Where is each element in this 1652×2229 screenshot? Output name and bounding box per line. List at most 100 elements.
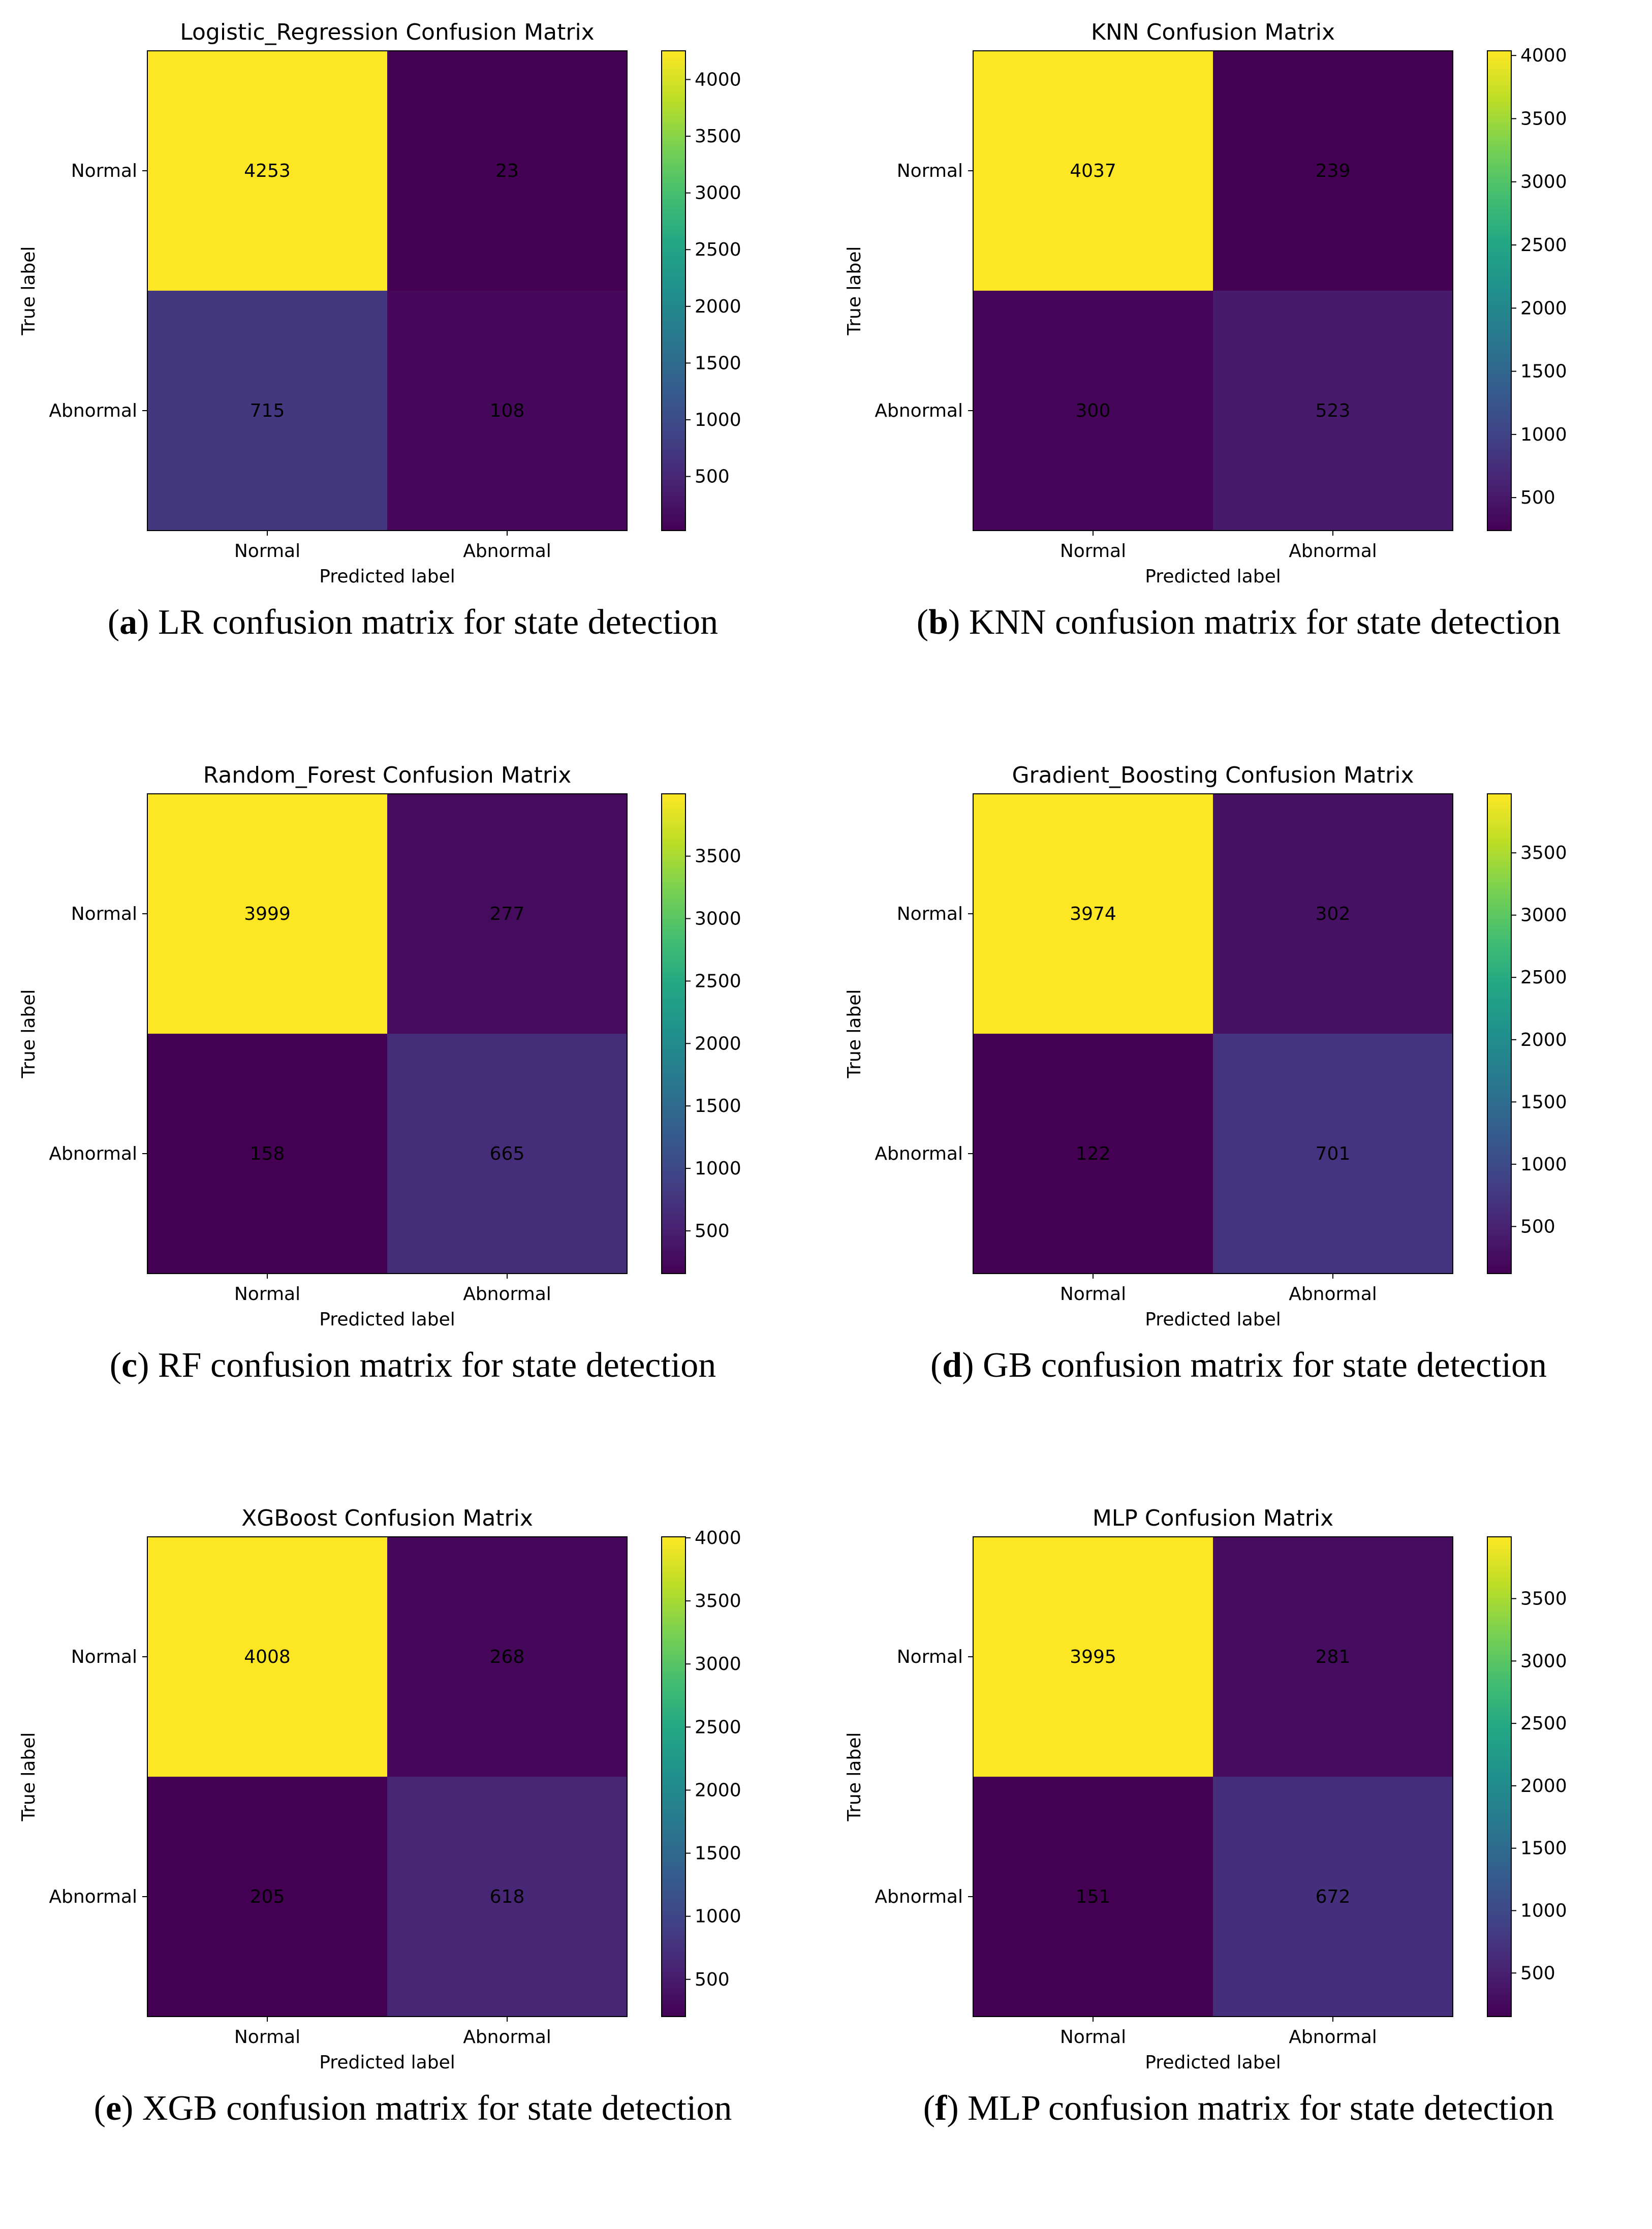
heatmap-cell	[1213, 794, 1453, 1034]
cell-value-label: 4037	[1070, 161, 1116, 181]
colorbar-frame	[661, 1536, 686, 2017]
x-axis-label: Predicted label	[1145, 566, 1281, 587]
cell-value-label: 239	[1316, 161, 1351, 181]
y-tick-label: Abnormal	[875, 400, 963, 421]
heatmap-svg: KNN Confusion Matrix 4037 239 300 523 Normal A…	[844, 19, 1567, 587]
colorbar-tick-label: 500	[1520, 487, 1555, 508]
x-tick-label: Abnormal	[463, 541, 551, 562]
heatmap-cell	[387, 1034, 627, 1274]
caption-text: XGB confusion matrix for state detection	[142, 2089, 732, 2128]
heatmap-svg: XGBoost Confusion Matrix 4008 268 205 618 Nor…	[18, 1505, 741, 2073]
cell-value-label: 205	[250, 1886, 285, 1907]
y-tick-label: Normal	[71, 1647, 137, 1667]
chart-panel-f: MLP Confusion Matrix 3995 281 151 672 Normal A…	[826, 1486, 1651, 2229]
cell-value-label: 715	[250, 400, 285, 421]
chart-title: Logistic_Regression Confusion Matrix	[180, 19, 594, 45]
y-axis-label: True label	[844, 989, 865, 1079]
heatmap-cell	[147, 794, 387, 1034]
chart-panel-b: KNN Confusion Matrix 4037 239 300 523 Normal A…	[826, 0, 1651, 743]
y-tick-label: Normal	[71, 904, 137, 924]
heatmap-cell	[973, 291, 1213, 531]
heatmap-cell	[147, 1537, 387, 1777]
colorbar-tick-label: 2000	[1520, 1030, 1567, 1050]
panel-caption: (f) MLP confusion matrix for state detec…	[923, 2089, 1554, 2128]
colorbar-tick-label: 1000	[1520, 1154, 1567, 1175]
panel-caption: (c) RF confusion matrix for state detect…	[109, 1346, 716, 1385]
colorbar-tick-label: 2000	[695, 296, 741, 317]
x-tick-label: Normal	[1060, 541, 1126, 562]
colorbar-tick-label: 1500	[1520, 1092, 1567, 1112]
colorbar-tick-label: 1000	[695, 1158, 741, 1179]
heatmap-cell	[973, 51, 1213, 291]
caption-text: LR confusion matrix for state detection	[158, 603, 719, 642]
colorbar-tick-label: 2500	[695, 971, 741, 992]
colorbar-tick-label: 2000	[1520, 1776, 1567, 1797]
caption-text: MLP confusion matrix for state detection	[968, 2089, 1554, 2128]
colorbar-tick-label: 2000	[1520, 298, 1567, 319]
colorbar-tick-label: 1500	[695, 1096, 741, 1117]
colorbar	[1487, 1537, 1511, 2017]
chart-panel-c: Random_Forest Confusion Matrix 3999 277 158…	[0, 743, 826, 1486]
heatmap-cell	[1213, 1034, 1453, 1274]
cell-value-label: 4008	[244, 1647, 291, 1667]
colorbar-tick-label: 500	[695, 1221, 730, 1242]
colorbar-frame	[1487, 793, 1512, 1274]
y-tick-label: Normal	[71, 161, 137, 181]
x-tick-label: Normal	[1060, 2027, 1126, 2048]
colorbar-tick-label: 3000	[1520, 172, 1567, 193]
heatmap-cell	[1213, 1777, 1453, 2017]
panel-caption: (e) XGB confusion matrix for state detec…	[93, 2089, 732, 2128]
cell-value-label: 4253	[244, 161, 291, 181]
heatmap-cell	[387, 794, 627, 1034]
colorbar-tick-label: 500	[1520, 1963, 1555, 1984]
colorbar-tick-label: 3500	[1520, 108, 1567, 129]
colorbar-tick-label: 3500	[1520, 1589, 1567, 1609]
colorbar-tick-label: 1000	[695, 1906, 741, 1927]
heatmap-cell	[1213, 1537, 1453, 1777]
heatmap-cell	[973, 794, 1213, 1034]
chart-panel-e: XGBoost Confusion Matrix 4008 268 205 618 Nor…	[0, 1486, 826, 2229]
x-axis-label: Predicted label	[1145, 1309, 1281, 1330]
colorbar	[1487, 51, 1511, 531]
colorbar-tick-label: 3000	[695, 909, 741, 930]
cell-value-label: 23	[495, 161, 519, 181]
colorbar-tick-label: 4000	[695, 69, 741, 90]
x-tick-label: Abnormal	[1289, 1284, 1377, 1305]
x-tick-label: Abnormal	[463, 1284, 551, 1305]
cell-value-label: 151	[1076, 1886, 1111, 1907]
heatmap-cell	[387, 51, 627, 291]
cell-value-label: 158	[250, 1143, 285, 1164]
heatmap-cell	[387, 291, 627, 531]
y-tick-label: Normal	[897, 161, 963, 181]
y-axis-label: True label	[844, 1732, 865, 1822]
chart-title: XGBoost Confusion Matrix	[241, 1505, 533, 1531]
heatmap-cell	[387, 1777, 627, 2017]
colorbar-tick-label: 2500	[695, 239, 741, 260]
colorbar-tick-label: 1000	[695, 410, 741, 430]
colorbar-tick-label: 2500	[1520, 235, 1567, 256]
chart-panel-a: Logistic_Regression Confusion Matrix 4253…	[0, 0, 826, 743]
colorbar-tick-label: 3000	[1520, 1651, 1567, 1671]
cell-value-label: 3974	[1070, 904, 1116, 924]
colorbar-frame	[1487, 50, 1512, 531]
x-tick-label: Abnormal	[1289, 541, 1377, 562]
cell-value-label: 3999	[244, 904, 291, 924]
panel-caption: (d) GB confusion matrix for state detect…	[930, 1346, 1547, 1385]
chart-title: Gradient_Boosting Confusion Matrix	[1012, 762, 1414, 788]
heatmap-cell	[973, 1034, 1213, 1274]
cell-value-label: 108	[490, 400, 525, 421]
cell-value-label: 277	[490, 904, 525, 924]
cell-value-label: 618	[490, 1886, 525, 1907]
heatmap-cell	[147, 1777, 387, 2017]
axes-frame	[147, 793, 628, 1274]
y-tick-label: Abnormal	[875, 1143, 963, 1164]
colorbar-tick-label: 1500	[1520, 361, 1567, 382]
cell-value-label: 300	[1076, 400, 1111, 421]
colorbar-tick-label: 2000	[695, 1780, 741, 1801]
heatmap-svg: Gradient_Boosting Confusion Matrix 3974 30…	[844, 762, 1567, 1330]
x-tick-label: Abnormal	[1289, 2027, 1377, 2048]
colorbar-tick-label: 3500	[695, 1591, 741, 1612]
colorbar-tick-label: 2500	[1520, 1713, 1567, 1734]
caption-text: RF confusion matrix for state detection	[158, 1346, 716, 1385]
heatmap-cell	[147, 291, 387, 531]
